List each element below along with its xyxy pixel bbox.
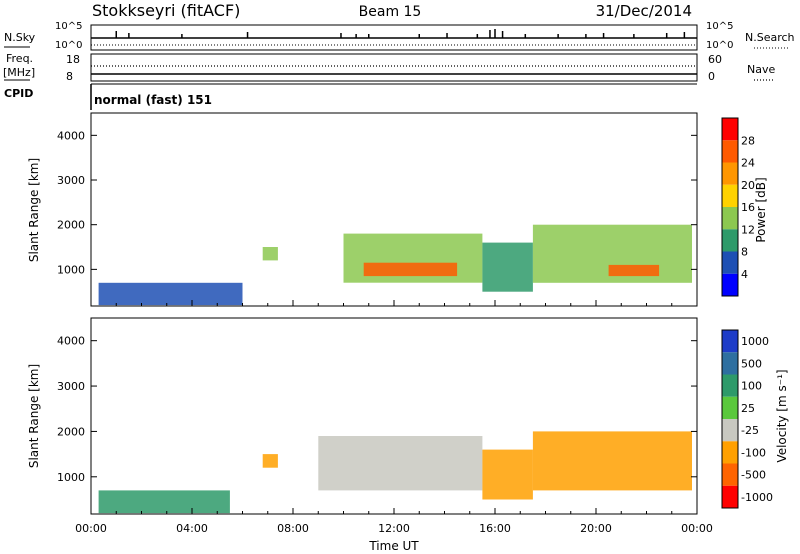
power-echo-region [363, 262, 458, 277]
time-tick-label: 00:00 [681, 522, 713, 535]
nsky-tick-bottom: 10^0 [55, 40, 82, 51]
velocity-colorbar-tick: 500 [741, 357, 762, 370]
nsearch-tick-top: 10^5 [706, 21, 733, 32]
velocity-echo-region [318, 436, 483, 491]
time-tick-label: 20:00 [580, 522, 612, 535]
velocity-colorbar-tick: -1000 [741, 491, 773, 504]
nsearch-tick-bottom: 10^0 [706, 40, 733, 51]
velocity-echo-region [532, 431, 692, 491]
velocity-colorbar-segment [722, 352, 738, 375]
power-ytick-label: 2000 [57, 219, 85, 232]
time-axis: 00:00 04:00 08:00 12:00 16:00 20:00 00:00 [75, 300, 713, 535]
power-echo-region [262, 247, 278, 261]
time-tick-label: 12:00 [378, 522, 410, 535]
power-echo-regions [98, 224, 692, 306]
velocity-colorbar-segment [722, 463, 738, 486]
power-colorbar-tick: 20 [741, 179, 755, 192]
beam-title: Beam 15 [359, 4, 422, 20]
power-echo-region [608, 264, 660, 277]
velocity-colorbar-tick: -500 [741, 469, 766, 482]
power-ytick-label: 3000 [57, 174, 85, 187]
velocity-ytick-label: 1000 [57, 471, 85, 484]
velocity-colorbar-segment [722, 419, 738, 442]
power-colorbar: 28 24 20 16 12 8 4 [721, 117, 755, 297]
date-title: 31/Dec/2014 [596, 2, 692, 20]
cpid-value: normal (fast) 151 [94, 93, 212, 107]
nsearch-label: N.Search [745, 31, 795, 44]
velocity-colorbar-tick: -25 [741, 424, 759, 437]
power-ylabel: Slant Range [km] [27, 158, 41, 262]
power-colorbar-segment [722, 118, 738, 141]
cpid-label: CPID [4, 87, 33, 100]
velocity-colorbar: 1000 500 100 25 -25 -100 -500 -1000 [721, 329, 773, 509]
velocity-colorbar-segment [722, 330, 738, 353]
freq-label: Freq. [6, 52, 33, 65]
time-tick-label: 16:00 [479, 522, 511, 535]
power-colorbar-segment [722, 229, 738, 252]
velocity-colorbar-segment [722, 441, 738, 464]
velocity-colorbar-label: Velocity [m s⁻¹] [775, 369, 789, 462]
velocity-ytick-label: 4000 [57, 335, 85, 348]
velocity-colorbar-segment [722, 396, 738, 420]
power-colorbar-segment [722, 162, 738, 185]
velocity-ytick-label: 2000 [57, 425, 85, 438]
nave-label: Nave [747, 63, 775, 76]
velocity-ytick-label: 3000 [57, 380, 85, 393]
power-ytick-label: 4000 [57, 129, 85, 142]
time-tick-label: 08:00 [277, 522, 309, 535]
velocity-colorbar-tick: 1000 [741, 335, 769, 348]
power-colorbar-segment [722, 273, 738, 297]
velocity-ylabel: Slant Range [km] [27, 364, 41, 468]
power-y-ticks: 4000 3000 2000 1000 [57, 129, 697, 276]
velocity-colorbar-segment [722, 374, 738, 397]
power-colorbar-frame [721, 117, 739, 297]
velocity-colorbar-frame [721, 329, 739, 509]
time-tick-label: 00:00 [75, 522, 107, 535]
freq-tick-top: 18 [66, 53, 80, 66]
nsky-spikes [115, 29, 686, 38]
power-ytick-label: 1000 [57, 263, 85, 276]
power-colorbar-segment [722, 251, 738, 274]
nsky-tick-top: 10^5 [55, 21, 82, 32]
velocity-colorbar-segment [722, 485, 738, 509]
nsky-label: N.Sky [4, 31, 36, 44]
power-colorbar-tick: 28 [741, 134, 755, 147]
power-colorbar-tick: 12 [741, 223, 755, 236]
velocity-y-ticks: 4000 3000 2000 1000 [57, 335, 697, 484]
power-colorbar-tick: 24 [741, 157, 755, 170]
station-title: Stokkseyri (fitACF) [92, 1, 240, 20]
nave-tick-bottom: 0 [708, 70, 715, 83]
freq-panel [90, 53, 698, 82]
power-colorbar-tick: 16 [741, 201, 755, 214]
freq-unit-label: [MHz] [3, 66, 35, 79]
velocity-colorbar-tick: -100 [741, 446, 766, 459]
time-tick-label: 04:00 [176, 522, 208, 535]
power-echo-region [98, 282, 243, 306]
power-colorbar-segment [722, 184, 738, 208]
velocity-echo-region [482, 449, 533, 500]
power-colorbar-segment [722, 207, 738, 230]
nave-tick-top: 60 [708, 53, 722, 66]
power-echo-region [482, 242, 533, 292]
velocity-colorbar-tick: 100 [741, 380, 762, 393]
time-axis-label: Time UT [368, 539, 419, 553]
velocity-echo-regions [98, 431, 692, 514]
power-colorbar-tick: 4 [741, 268, 748, 281]
power-colorbar-segment [722, 140, 738, 163]
velocity-echo-region [262, 454, 278, 468]
power-colorbar-label: Power [dB] [754, 177, 768, 242]
freq-tick-bottom: 8 [66, 70, 73, 83]
power-colorbar-tick: 8 [741, 246, 748, 259]
velocity-colorbar-tick: 25 [741, 402, 755, 415]
velocity-echo-region [98, 490, 230, 514]
